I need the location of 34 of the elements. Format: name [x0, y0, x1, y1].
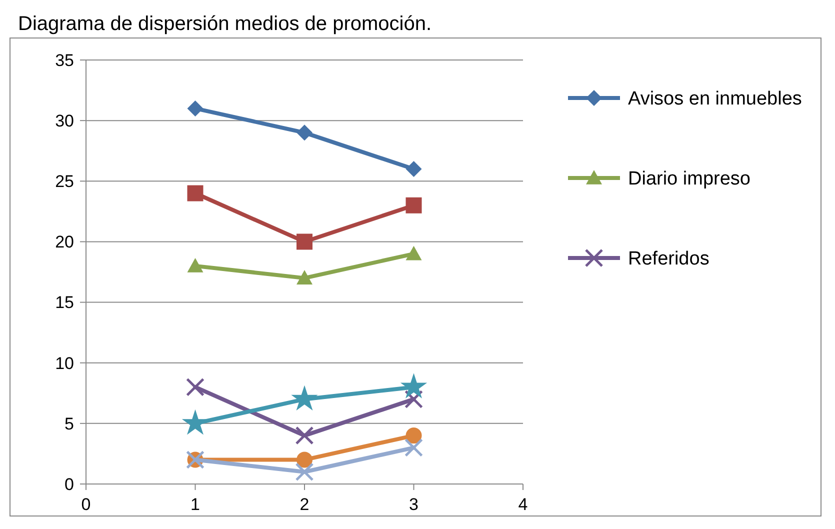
y-tick-label: 0 [64, 474, 74, 494]
y-tick-label: 20 [55, 232, 74, 252]
point [295, 426, 314, 445]
point [400, 373, 428, 398]
point [296, 124, 312, 141]
point [296, 270, 312, 284]
legend-label: Referidos [628, 248, 710, 270]
point [187, 258, 204, 272]
point [406, 161, 422, 178]
y-tick-label: 15 [55, 293, 74, 312]
point [296, 234, 312, 250]
point [404, 438, 423, 457]
legend-label: Avisos en inmuebles [628, 88, 802, 110]
point [187, 100, 204, 116]
point [406, 246, 422, 260]
x-tick-label: 0 [81, 495, 91, 514]
point [186, 378, 204, 396]
legend-label: Diario impreso [628, 168, 750, 190]
y-tick-label: 35 [55, 50, 74, 70]
y-tick-label: 5 [64, 414, 74, 434]
y-tick-label: 30 [55, 112, 74, 131]
x-tick-label: 3 [409, 495, 418, 514]
x-tick-label: 2 [300, 495, 310, 514]
x-tick-label: 1 [190, 495, 200, 514]
point [406, 428, 422, 444]
chart-title: Diagrama de dispersión medios de promoción. [18, 13, 432, 35]
point [295, 462, 314, 482]
point [296, 452, 312, 468]
y-tick-label: 25 [55, 172, 74, 192]
y-tick-label: 10 [55, 354, 74, 373]
point [406, 197, 422, 214]
point [187, 185, 204, 202]
x-tick-label: 4 [518, 495, 528, 514]
point [291, 385, 318, 411]
